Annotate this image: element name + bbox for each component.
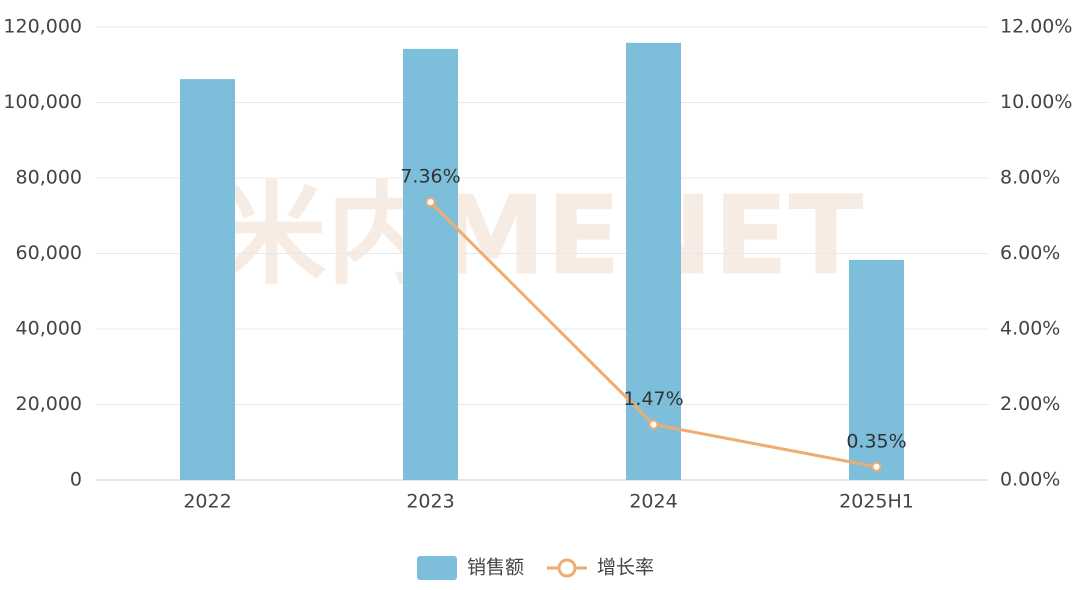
- watermark: 米内MENET: [217, 171, 864, 299]
- y2-tick-label: 8.00%: [1000, 167, 1060, 189]
- y2-tick-label: 2.00%: [1000, 393, 1060, 415]
- x-tick-label: 2022: [183, 491, 231, 513]
- bar: [626, 42, 681, 480]
- data-label: 0.35%: [846, 430, 906, 452]
- y-tick-label: 80,000: [16, 167, 82, 189]
- y-tick-label: 40,000: [16, 318, 82, 340]
- y-tick-label: 60,000: [16, 242, 82, 264]
- legend-label: 增长率: [597, 557, 654, 579]
- y2-tick-label: 10.00%: [1000, 91, 1072, 113]
- bar: [403, 48, 458, 481]
- point: [871, 461, 882, 472]
- point: [425, 197, 436, 208]
- data-label: 7.36%: [400, 166, 460, 188]
- y-tick-label: 0: [70, 469, 82, 491]
- y-tick-label: 120,000: [3, 16, 82, 38]
- y2-tick-label: 4.00%: [1000, 318, 1060, 340]
- y-tick-label: 100,000: [3, 91, 82, 113]
- legend-swatch: [417, 556, 457, 580]
- y-tick-label: 20,000: [16, 393, 82, 415]
- x-tick-label: 2025H1: [839, 491, 914, 513]
- y2-tick-label: 6.00%: [1000, 242, 1060, 264]
- data-label: 1.47%: [623, 388, 683, 410]
- legend-label: 销售额: [467, 557, 524, 579]
- bar: [180, 79, 235, 480]
- y2-tick-label: 0.00%: [1000, 469, 1060, 491]
- point: [648, 419, 659, 430]
- bar: [849, 259, 904, 480]
- x-tick-label: 2024: [629, 491, 677, 513]
- legend-swatch: [557, 558, 577, 578]
- x-tick-label: 2023: [406, 491, 454, 513]
- y2-tick-label: 12.00%: [1000, 16, 1072, 38]
